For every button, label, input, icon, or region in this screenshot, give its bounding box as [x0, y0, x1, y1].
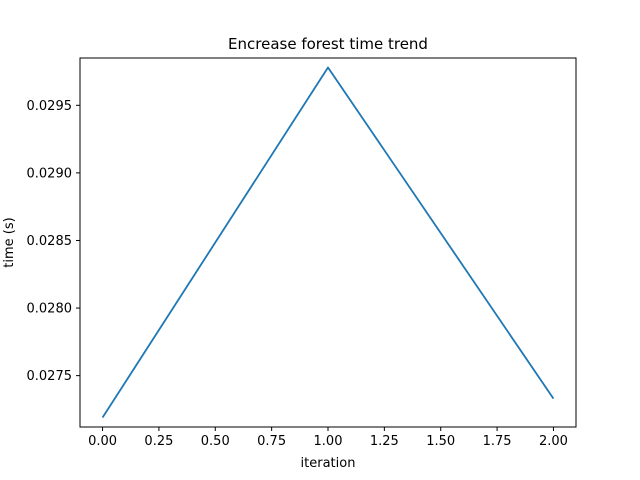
- x-tick-label: 1.50: [426, 434, 455, 449]
- chart-title: Encrease forest time trend: [228, 35, 428, 53]
- y-tick-label: 0.0275: [27, 369, 73, 384]
- x-tick-label: 1.25: [370, 434, 399, 449]
- y-axis-ticks: 0.0275 0.0280 0.0285 0.0290 0.0295: [27, 99, 80, 384]
- x-axis-ticks: 0.00 0.25 0.50 0.75 1.00 1.25 1.50 1.75 2.00: [88, 427, 568, 449]
- series-layer: [101, 66, 555, 419]
- x-tick-label: 0.75: [257, 434, 286, 449]
- x-tick-label: 1.00: [314, 434, 343, 449]
- series-line-0: [101, 66, 555, 419]
- y-tick-label: 0.0290: [27, 166, 73, 181]
- x-tick-label: 0.25: [144, 434, 173, 449]
- y-tick-label: 0.0285: [27, 234, 73, 249]
- x-tick-label: 0.00: [88, 434, 117, 449]
- x-axis-label: iteration: [301, 456, 356, 471]
- plot-frame: [79, 57, 577, 428]
- y-tick-label: 0.0280: [27, 302, 73, 317]
- y-tick-label: 0.0295: [27, 99, 73, 114]
- y-axis-label: time (s): [2, 217, 17, 267]
- x-tick-label: 0.50: [201, 434, 230, 449]
- x-tick-label: 2.00: [539, 434, 568, 449]
- x-tick-label: 1.75: [483, 434, 512, 449]
